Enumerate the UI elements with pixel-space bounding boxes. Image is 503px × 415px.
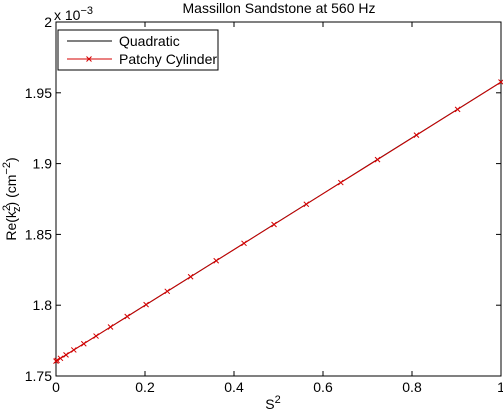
data-point-patchy-cylinder (143, 301, 149, 308)
legend-box (57, 29, 219, 71)
data-point-patchy-cylinder (124, 313, 131, 320)
data-point-patchy-cylinder (454, 106, 461, 113)
data-point-patchy-cylinder (164, 288, 171, 295)
y-multiplier-prefix: x 10 (54, 7, 81, 23)
data-point-patchy-cylinder (93, 333, 99, 339)
svg-text:S2: S2 (265, 394, 280, 412)
series-line-patchy-cylinder (55, 81, 502, 362)
x-tick-label: 0.6 (313, 379, 333, 395)
x-label-base: S (265, 396, 274, 412)
legend: Quadratic Patchy Cylinder (57, 29, 219, 71)
y-tick-label: 1.9 (33, 156, 53, 172)
plot-frame (55, 21, 502, 377)
chart-title-group: Massillon Sandstone at 560 Hz (183, 0, 376, 16)
data-point-patchy-cylinder (54, 357, 60, 364)
data-point-patchy-cylinder (80, 340, 87, 347)
x-axis-ticks: 0 0.2 0.4 0.6 0.8 1 (52, 22, 503, 395)
y-label-sup: 2 (1, 205, 13, 211)
svg-text:x 10−3: x 10−3 (54, 5, 93, 23)
y-tick-label: 1.85 (25, 226, 52, 242)
y-label-pre: Re(k (3, 210, 19, 241)
data-point-patchy-cylinder (57, 355, 64, 362)
x-tick-label: 1 (497, 379, 503, 395)
data-point-patchy-cylinder (107, 324, 114, 330)
y-label-mid: ) (cm (3, 175, 19, 207)
y-axis-ticks: 1.75 1.8 1.85 1.9 1.95 2 (25, 14, 501, 384)
y-axis-label: Re(k2z) (cm−2) (1, 157, 23, 240)
y-tick-label: 2 (44, 14, 52, 30)
data-point-patchy-cylinder (413, 132, 420, 138)
x-tick-label: 0 (52, 379, 60, 395)
y-tick-label: 1.8 (33, 297, 53, 313)
y-label-post: ) (3, 157, 19, 162)
data-point-patchy-cylinder (70, 347, 77, 353)
data-point-patchy-cylinder (187, 273, 194, 280)
legend-marker-x (86, 56, 92, 62)
y-tick-label: 1.75 (25, 368, 52, 384)
y-multiplier-exponent: −3 (80, 5, 93, 17)
x-tick-label: 0.4 (224, 379, 244, 395)
y-label-sub: z (11, 206, 23, 212)
data-point-patchy-cylinder (271, 221, 277, 228)
chart-title: Massillon Sandstone at 560 Hz (183, 0, 376, 16)
data-point-patchy-cylinder (213, 257, 220, 264)
x-label-sup: 2 (275, 394, 281, 406)
data-point-patchy-cylinder (241, 240, 247, 247)
svg-text:Re(k2z) (cm−2): Re(k2z) (cm−2) (1, 157, 23, 240)
x-tick-label: 0.8 (402, 379, 422, 395)
y-label-unit-sup: −2 (1, 162, 13, 175)
series-layer (53, 79, 503, 364)
x-axis-label: S2 (265, 394, 280, 412)
y-multiplier: x 10−3 (54, 5, 93, 23)
y-tick-label: 1.95 (25, 85, 52, 101)
legend-label-patchy-cylinder: Patchy Cylinder (119, 51, 217, 67)
data-point-patchy-cylinder (374, 156, 381, 163)
data-point-patchy-cylinder (303, 201, 310, 208)
legend-label-quadratic: Quadratic (119, 33, 180, 49)
data-point-patchy-cylinder (63, 352, 69, 358)
legend-marker-patchy-cylinder (86, 56, 92, 62)
data-point-patchy-cylinder (337, 179, 344, 186)
x-tick-label: 0.2 (135, 379, 155, 395)
